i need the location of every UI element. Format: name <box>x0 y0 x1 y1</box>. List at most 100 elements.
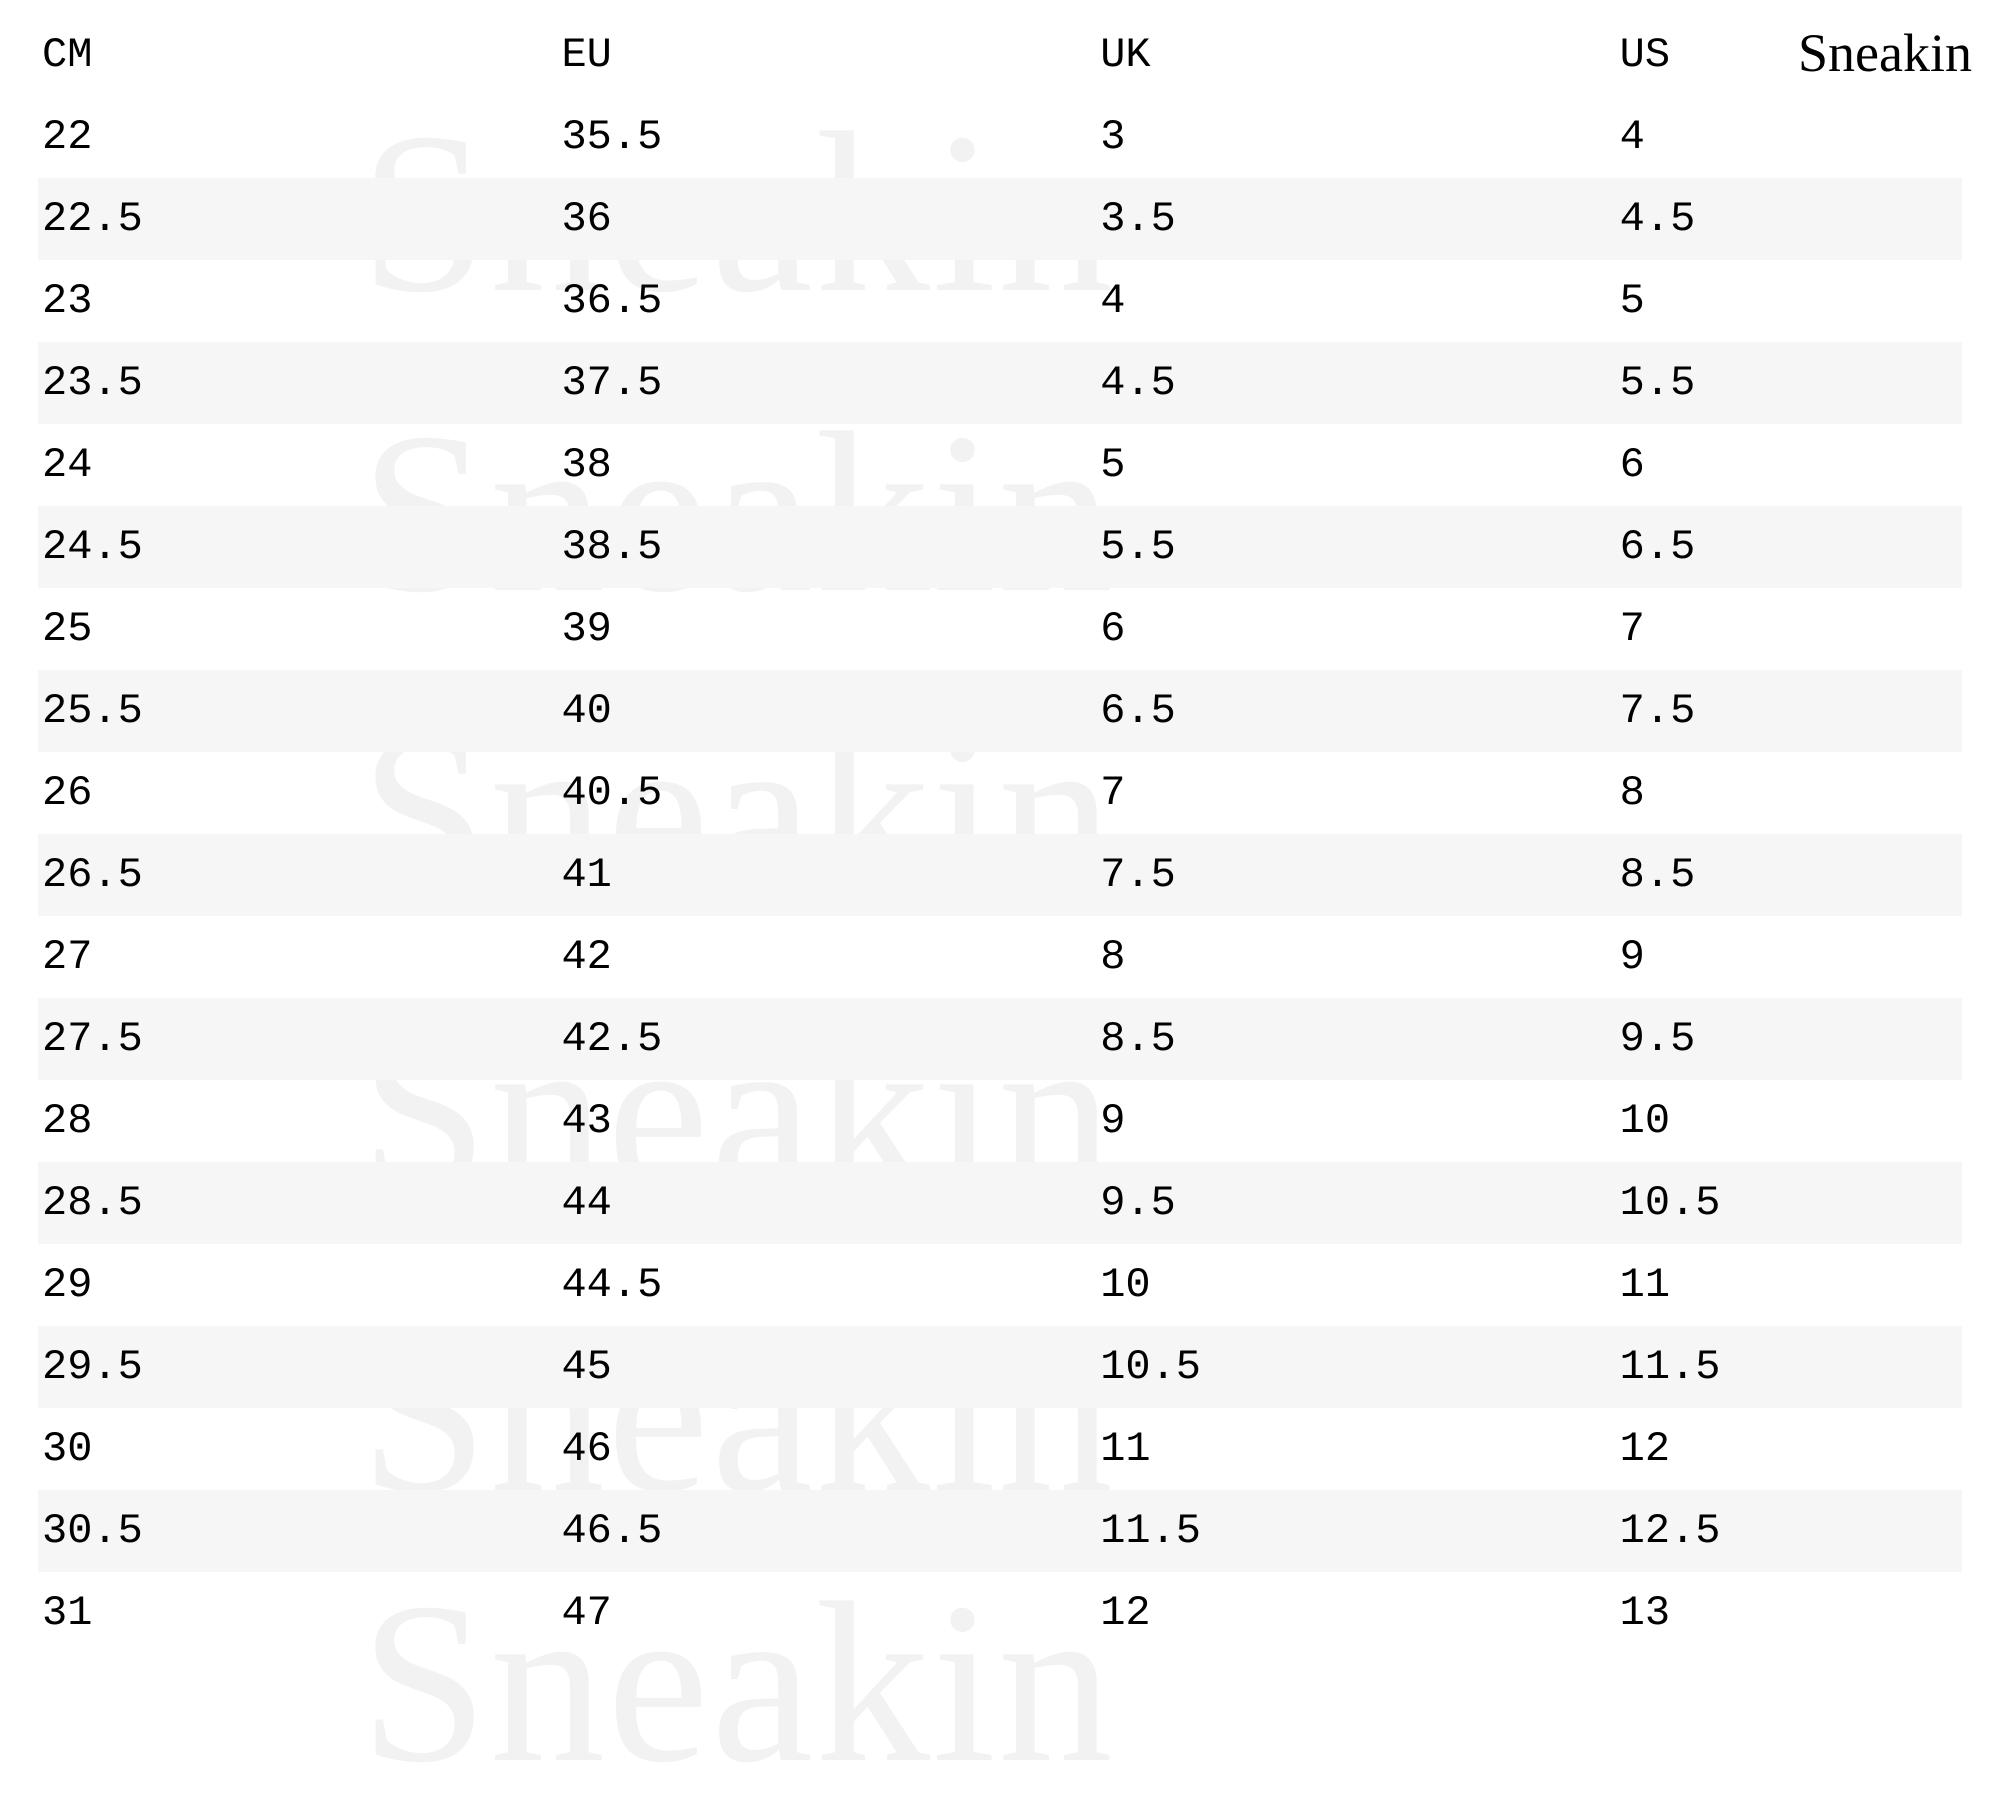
table-cell: 47 <box>557 1572 1096 1654</box>
table-cell: 22 <box>38 96 557 178</box>
table-cell: 38.5 <box>557 506 1096 588</box>
table-cell: 4.5 <box>1096 342 1615 424</box>
table-cell: 37.5 <box>557 342 1096 424</box>
table-cell: 11 <box>1616 1244 1962 1326</box>
table-cell: 6 <box>1616 424 1962 506</box>
table-cell: 27.5 <box>38 998 557 1080</box>
table-cell: 12 <box>1096 1572 1615 1654</box>
brand-label: Sneakin <box>1798 22 1972 84</box>
table-cell: 12 <box>1616 1408 1962 1490</box>
table-cell: 8 <box>1096 916 1615 998</box>
table-cell: 6.5 <box>1616 506 1962 588</box>
table-cell: 42.5 <box>557 998 1096 1080</box>
table-cell: 44 <box>557 1162 1096 1244</box>
table-row: 2944.51011 <box>38 1244 1962 1326</box>
table-cell: 10.5 <box>1096 1326 1615 1408</box>
table-cell: 36.5 <box>557 260 1096 342</box>
table-cell: 24.5 <box>38 506 557 588</box>
table-row: 2336.545 <box>38 260 1962 342</box>
col-header-eu: EU <box>557 14 1096 96</box>
table-cell: 11.5 <box>1616 1326 1962 1408</box>
table-cell: 6.5 <box>1096 670 1615 752</box>
table-row: 30461112 <box>38 1408 1962 1490</box>
table-cell: 7.5 <box>1616 670 1962 752</box>
table-cell: 7.5 <box>1096 834 1615 916</box>
table-row: 22.5363.54.5 <box>38 178 1962 260</box>
table-cell: 36 <box>557 178 1096 260</box>
table-cell: 10.5 <box>1616 1162 1962 1244</box>
table-cell: 3 <box>1096 96 1615 178</box>
size-chart-table-wrap: CM EU UK US 2235.53422.5363.54.52336.545… <box>0 0 2000 1654</box>
table-cell: 28.5 <box>38 1162 557 1244</box>
table-cell: 38 <box>557 424 1096 506</box>
col-header-uk: UK <box>1096 14 1615 96</box>
table-cell: 31 <box>38 1572 557 1654</box>
table-cell: 25 <box>38 588 557 670</box>
table-cell: 7 <box>1096 752 1615 834</box>
table-cell: 11.5 <box>1096 1490 1615 1572</box>
table-cell: 8.5 <box>1096 998 1615 1080</box>
table-cell: 29.5 <box>38 1326 557 1408</box>
table-row: 27.542.58.59.5 <box>38 998 1962 1080</box>
table-cell: 41 <box>557 834 1096 916</box>
table-row: 23.537.54.55.5 <box>38 342 1962 424</box>
table-cell: 43 <box>557 1080 1096 1162</box>
table-cell: 3.5 <box>1096 178 1615 260</box>
table-cell: 35.5 <box>557 96 1096 178</box>
table-cell: 44.5 <box>557 1244 1096 1326</box>
table-cell: 23.5 <box>38 342 557 424</box>
table-cell: 22.5 <box>38 178 557 260</box>
table-cell: 9.5 <box>1096 1162 1615 1244</box>
table-cell: 46.5 <box>557 1490 1096 1572</box>
table-row: 2843910 <box>38 1080 1962 1162</box>
table-cell: 26 <box>38 752 557 834</box>
table-cell: 46 <box>557 1408 1096 1490</box>
table-row: 28.5449.510.5 <box>38 1162 1962 1244</box>
table-cell: 30 <box>38 1408 557 1490</box>
table-cell: 26.5 <box>38 834 557 916</box>
table-cell: 45 <box>557 1326 1096 1408</box>
table-cell: 4.5 <box>1616 178 1962 260</box>
table-cell: 4 <box>1616 96 1962 178</box>
table-row: 2640.578 <box>38 752 1962 834</box>
table-cell: 40 <box>557 670 1096 752</box>
table-row: 31471213 <box>38 1572 1962 1654</box>
table-cell: 27 <box>38 916 557 998</box>
col-header-cm: CM <box>38 14 557 96</box>
table-header-row: CM EU UK US <box>38 14 1962 96</box>
table-cell: 5 <box>1616 260 1962 342</box>
table-cell: 24 <box>38 424 557 506</box>
table-cell: 8 <box>1616 752 1962 834</box>
table-cell: 29 <box>38 1244 557 1326</box>
table-body: 2235.53422.5363.54.52336.54523.537.54.55… <box>38 96 1962 1654</box>
table-cell: 9.5 <box>1616 998 1962 1080</box>
table-cell: 10 <box>1096 1244 1615 1326</box>
table-cell: 8.5 <box>1616 834 1962 916</box>
size-chart-table: CM EU UK US 2235.53422.5363.54.52336.545… <box>38 14 1962 1654</box>
table-row: 2235.534 <box>38 96 1962 178</box>
table-cell: 4 <box>1096 260 1615 342</box>
table-row: 274289 <box>38 916 1962 998</box>
table-row: 29.54510.511.5 <box>38 1326 1962 1408</box>
table-cell: 39 <box>557 588 1096 670</box>
table-cell: 25.5 <box>38 670 557 752</box>
table-row: 26.5417.58.5 <box>38 834 1962 916</box>
table-cell: 28 <box>38 1080 557 1162</box>
table-cell: 23 <box>38 260 557 342</box>
table-cell: 13 <box>1616 1572 1962 1654</box>
table-cell: 40.5 <box>557 752 1096 834</box>
table-row: 30.546.511.512.5 <box>38 1490 1962 1572</box>
table-cell: 5.5 <box>1096 506 1615 588</box>
table-cell: 30.5 <box>38 1490 557 1572</box>
table-cell: 9 <box>1096 1080 1615 1162</box>
table-cell: 6 <box>1096 588 1615 670</box>
table-row: 253967 <box>38 588 1962 670</box>
table-cell: 12.5 <box>1616 1490 1962 1572</box>
table-cell: 10 <box>1616 1080 1962 1162</box>
table-cell: 9 <box>1616 916 1962 998</box>
table-cell: 7 <box>1616 588 1962 670</box>
table-cell: 42 <box>557 916 1096 998</box>
table-row: 25.5406.57.5 <box>38 670 1962 752</box>
table-cell: 11 <box>1096 1408 1615 1490</box>
table-row: 243856 <box>38 424 1962 506</box>
